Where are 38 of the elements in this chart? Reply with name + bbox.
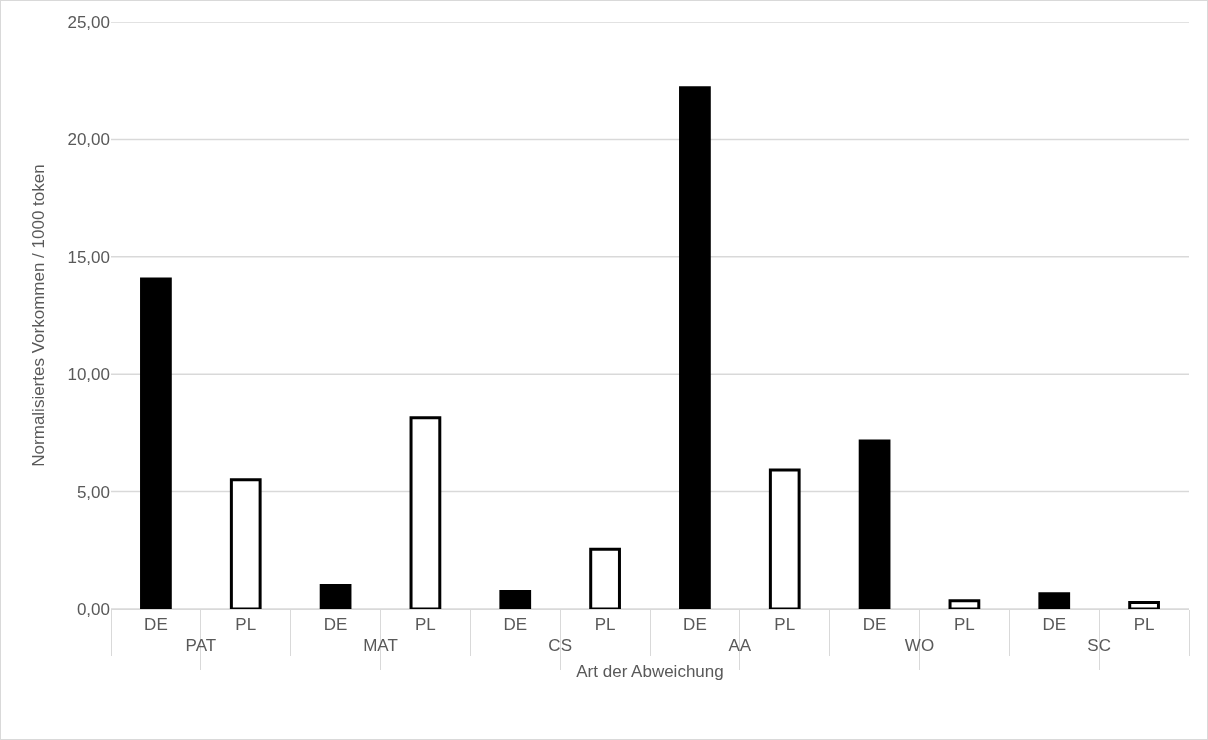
text: PL xyxy=(415,615,436,635)
text: DE xyxy=(1042,615,1067,635)
bar xyxy=(499,590,532,609)
bar xyxy=(679,86,711,609)
text: DE xyxy=(503,615,528,635)
x-tick-label: WO xyxy=(904,636,935,656)
y-tick-label: 15,00 xyxy=(67,247,110,267)
x-axis-title: Art der Abweichung xyxy=(576,661,724,681)
x-tick-label: SC xyxy=(1087,636,1111,656)
text: PL xyxy=(1133,615,1155,635)
text: PL xyxy=(954,615,975,635)
bar xyxy=(229,478,262,609)
bar xyxy=(140,277,172,609)
x-tick-label: MAT xyxy=(363,636,398,656)
x-tick-label: CS xyxy=(548,636,572,656)
bar xyxy=(1038,592,1071,609)
bar xyxy=(948,599,981,609)
y-tick-label: 0,00 xyxy=(76,599,110,619)
x-tick-label: AA xyxy=(728,636,752,656)
bar xyxy=(858,439,891,609)
y-axis-title: Normalisiertes Vorkommen / 1000 token xyxy=(29,164,48,467)
x-tick-label: PAT xyxy=(185,636,217,656)
bar xyxy=(589,547,621,609)
y-tick-label: 5,00 xyxy=(76,482,110,502)
bar xyxy=(1128,600,1160,609)
text: DE xyxy=(323,615,348,635)
bar xyxy=(319,584,352,609)
text: DE xyxy=(683,615,707,635)
y-tick-label: 25,00 xyxy=(67,12,110,32)
text: DE xyxy=(862,615,887,635)
bar xyxy=(768,468,801,609)
bar xyxy=(409,416,442,609)
text: PL xyxy=(594,615,616,635)
text: PL xyxy=(774,615,796,635)
series-label: DE xyxy=(144,615,168,635)
series-label: PL xyxy=(235,615,257,635)
y-tick-label: 20,00 xyxy=(67,130,110,150)
y-tick-label: 10,00 xyxy=(67,365,110,385)
